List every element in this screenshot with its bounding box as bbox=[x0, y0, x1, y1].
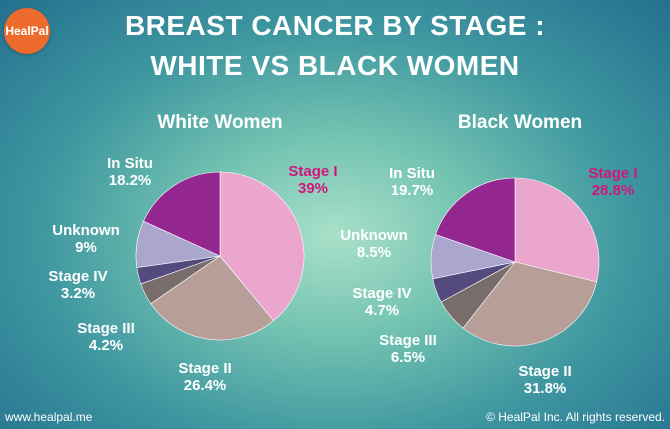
slice-label-value: 9% bbox=[75, 239, 97, 256]
slice-label-name: Stage I bbox=[288, 163, 338, 180]
slice-label-in-situ: In Situ 18.2% bbox=[107, 155, 153, 189]
slice-label-value: 19.7% bbox=[390, 182, 434, 199]
slice-label-in-situ: In Situ 19.7% bbox=[389, 165, 435, 199]
slice-label-name: Stage IV bbox=[352, 285, 412, 302]
pie-title-white-women: White Women bbox=[157, 112, 283, 133]
slice-label-value: 18.2% bbox=[108, 172, 152, 189]
slice-stage-ii bbox=[150, 255, 274, 341]
slice-in-situ bbox=[143, 171, 221, 257]
chart-title-line1: BREAST CANCER BY STAGE : bbox=[124, 10, 546, 41]
slice-label-value: 39% bbox=[297, 180, 329, 197]
slice-label-name: Stage III bbox=[379, 332, 437, 349]
slice-stage-ii bbox=[462, 261, 597, 347]
slice-label-name: Stage II bbox=[518, 363, 572, 380]
footer-website[interactable]: www.healpal.me bbox=[5, 410, 93, 424]
pie-title-black-women: Black Women bbox=[457, 112, 583, 133]
slice-label-value: 6.5% bbox=[390, 349, 426, 366]
slice-label-name: Unknown bbox=[52, 222, 120, 239]
slice-label-name: Stage II bbox=[178, 360, 232, 377]
slice-label-stage-iv: Stage IV 4.7% bbox=[352, 285, 411, 319]
slice-label-name: Stage IV bbox=[48, 268, 108, 285]
slice-label-value: 4.7% bbox=[364, 302, 400, 319]
slice-in-situ bbox=[435, 177, 516, 263]
slice-label-stage-i: Stage I 28.8% bbox=[588, 165, 637, 199]
footer-copyright: © HealPal Inc. All rights reserved. bbox=[486, 410, 665, 424]
slice-label-stage-i: Stage I 39% bbox=[288, 163, 337, 197]
slice-label-value: 4.2% bbox=[88, 337, 124, 354]
slice-label-value: 31.8% bbox=[523, 380, 567, 397]
slice-stage-i bbox=[514, 177, 600, 283]
pie-black-women bbox=[430, 177, 600, 347]
slice-label-stage-iii: Stage III 4.2% bbox=[77, 320, 135, 354]
slice-label-value: 28.8% bbox=[591, 182, 635, 199]
slice-label-name: Unknown bbox=[340, 227, 408, 244]
slice-stage-i bbox=[219, 171, 305, 322]
pie-white-women bbox=[135, 171, 305, 341]
chart-title-line2: WHITE VS BLACK WOMEN bbox=[150, 50, 520, 81]
slice-label-unknown: Unknown 8.5% bbox=[340, 227, 408, 261]
slice-label-stage-iii: Stage III 6.5% bbox=[379, 332, 437, 366]
slice-label-value: 26.4% bbox=[183, 377, 227, 394]
slice-label-stage-ii: Stage II 26.4% bbox=[178, 360, 231, 394]
slice-label-name: In Situ bbox=[107, 155, 153, 172]
slice-label-value: 8.5% bbox=[356, 244, 392, 261]
healpal-logo: HealPal bbox=[4, 8, 50, 54]
slice-label-value: 3.2% bbox=[60, 285, 96, 302]
slice-label-name: Stage I bbox=[588, 165, 638, 182]
slice-label-unknown: Unknown 9% bbox=[52, 222, 120, 256]
slice-label-stage-iv: Stage IV 3.2% bbox=[48, 268, 107, 302]
slice-label-name: Stage III bbox=[77, 320, 135, 337]
slice-label-stage-ii: Stage II 31.8% bbox=[518, 363, 571, 397]
slice-label-name: In Situ bbox=[389, 165, 435, 182]
